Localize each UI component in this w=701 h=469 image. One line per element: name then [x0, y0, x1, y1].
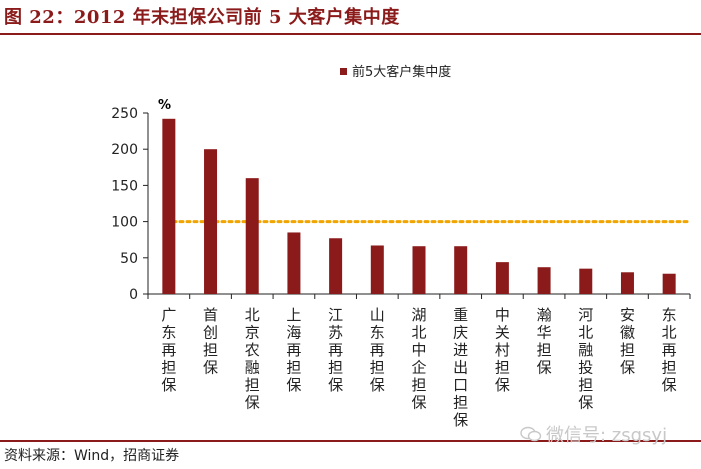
y-tick-label: 50: [120, 251, 138, 267]
chart-axes: 0 50 100 150 200 250: [111, 106, 691, 303]
bar: [162, 118, 176, 295]
bar: [454, 246, 468, 294]
x-tick-label: 瀚华担保: [537, 306, 552, 377]
x-tick-label: 河北融投担保: [578, 306, 593, 412]
y-tick-label: 0: [129, 287, 138, 303]
x-tick-label: 北京农融担保: [245, 306, 260, 412]
x-tick-label: 广东再担保: [161, 306, 176, 394]
watermark-text: 微信号: zsgsyj: [546, 425, 668, 446]
x-tick-label: 东北再担保: [662, 306, 677, 394]
bar: [412, 246, 426, 294]
y-axis-unit: %: [158, 98, 171, 113]
figure-title: 图 22：2012 年末担保公司前 5 大客户集中度: [4, 7, 400, 28]
bar: [620, 272, 634, 294]
x-tick-label: 江苏再担保: [328, 306, 343, 394]
wechat-icon: [520, 426, 542, 442]
title-divider: [0, 33, 701, 35]
bar: [245, 178, 259, 294]
bar: [537, 267, 551, 294]
watermark: 微信号: zsgsyj: [520, 421, 667, 447]
x-tick-label: 上海再担保: [286, 306, 301, 394]
y-tick-label: 200: [111, 142, 138, 158]
bar: [287, 232, 301, 294]
x-tick-label: 湖北中企担保: [411, 306, 426, 412]
y-tick-label: 250: [111, 106, 138, 122]
y-tick-label: 100: [111, 215, 138, 231]
bar: [662, 273, 676, 294]
source-divider: [0, 440, 701, 442]
y-tick-label: 150: [111, 178, 138, 194]
bar: [329, 238, 343, 294]
bars: [162, 118, 676, 295]
bar: [579, 268, 593, 294]
bar: [370, 245, 384, 294]
x-tick-label: 安徽担保: [620, 306, 635, 377]
chart-legend: 前5大客户集中度: [340, 64, 451, 80]
legend-label: 前5大客户集中度: [352, 64, 451, 80]
x-tick-label: 首创担保: [203, 306, 218, 377]
x-tick-labels: 广东再担保 首创担保 北京农融担保 上海再担保 江苏再担保 山东再担保 湖北中企担保 重庆进出…: [161, 306, 676, 429]
x-tick-label: 山东再担保: [370, 306, 385, 394]
x-tick-label: 重庆进出口担保: [453, 306, 468, 429]
source-note: 资料来源：Wind，招商证券: [4, 448, 180, 464]
bar-chart: 前5大客户集中度 % 0 50 100 150 200 250 广东再担保 首创担保 北京农融…: [111, 64, 691, 429]
bar: [495, 262, 509, 294]
bar: [204, 149, 218, 294]
x-tick-label: 中关村担保: [495, 306, 510, 394]
legend-swatch: [340, 68, 347, 75]
